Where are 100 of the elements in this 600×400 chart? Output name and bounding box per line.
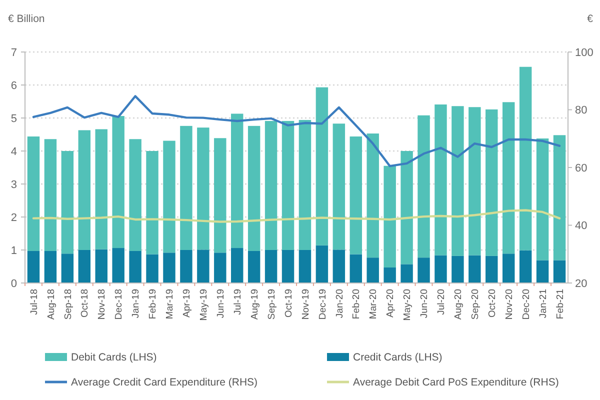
x-tick-label: Feb-19 [148, 289, 159, 320]
line-series [32, 95, 561, 168]
legend-label: Average Debit Card PoS Expenditure (RHS) [353, 376, 559, 389]
bar [214, 138, 226, 253]
bar [61, 254, 74, 283]
bar [400, 264, 413, 283]
bar [350, 254, 362, 283]
y-tick-label: 3 [10, 178, 17, 191]
bar [468, 107, 481, 256]
bar [129, 139, 142, 251]
y-tick-label: 1 [10, 244, 17, 257]
x-tick-label: May-20 [402, 289, 414, 321]
bar [434, 104, 447, 256]
x-tick-label: Mar-19 [164, 289, 176, 320]
bar [197, 250, 210, 283]
bar [197, 128, 210, 250]
x-tick-label: Mar-20 [368, 289, 380, 320]
bar [502, 102, 515, 254]
bar [112, 248, 124, 283]
y-tick-label: 7 [10, 46, 17, 59]
x-tick-label: Sep-18 [62, 289, 74, 320]
bar [231, 248, 244, 283]
bar [78, 250, 90, 283]
bar [519, 250, 532, 283]
bar [418, 258, 430, 283]
x-tick-label: Dec-18 [114, 289, 125, 320]
x-tick-label: Apr-20 [385, 289, 396, 318]
y2-tick-label: 80 [575, 104, 588, 117]
x-tick-label: Jan-21 [538, 289, 549, 318]
bar [163, 252, 176, 283]
y-tick-label: 0 [10, 278, 17, 290]
bar [366, 134, 379, 258]
bar [400, 151, 413, 264]
bar [486, 256, 498, 283]
y-axis-title: € Billion [8, 13, 45, 25]
bar [231, 114, 244, 248]
bar [282, 250, 294, 283]
x-tick-label: Jul-18 [28, 289, 40, 315]
y2-tick-label: 100 [575, 46, 594, 59]
bar [264, 250, 278, 283]
x-tick-label: Aug-20 [453, 289, 464, 320]
x-tick-label: Oct-18 [80, 289, 91, 318]
x-tick-label: Dec-19 [317, 289, 328, 320]
x-tick-label: Jun-19 [215, 289, 226, 318]
y-tick-label: 2 [10, 212, 17, 224]
bar [248, 126, 260, 251]
bar [112, 116, 124, 248]
x-tick-label: Jan-20 [334, 289, 346, 318]
bar [332, 124, 346, 250]
x-tick-label: Aug-18 [46, 289, 57, 320]
x-tick-label: Sep-19 [266, 289, 278, 320]
bar [146, 254, 158, 283]
bar [264, 120, 278, 250]
x-tick-label: Jul-19 [232, 289, 244, 315]
bar [384, 166, 396, 268]
bar [553, 260, 566, 283]
legend-label: Average Credit Card Expenditure (RHS) [71, 376, 258, 389]
x-tick-label: May-19 [198, 289, 210, 321]
x-tick-label: Sep-20 [470, 289, 481, 320]
bar [27, 250, 40, 283]
bar [452, 106, 464, 256]
x-tick-label: Jul-20 [436, 289, 448, 315]
x-tick-label: Nov-20 [504, 289, 515, 320]
x-tick-label: Feb-20 [351, 289, 362, 320]
y-tick-label: 6 [10, 80, 17, 92]
bar [214, 252, 226, 283]
y-tick-label: 5 [10, 112, 17, 125]
bar [180, 126, 192, 250]
bar [452, 256, 464, 283]
y2-tick-label: 40 [575, 220, 588, 232]
bar [298, 120, 312, 250]
x-tick-label: Nov-18 [96, 289, 108, 320]
x-tick-label: Feb-21 [554, 289, 566, 320]
legend-label: Debit Cards (LHS) [71, 352, 157, 364]
bar [553, 135, 566, 260]
bar [502, 254, 515, 283]
legend-label: Credit Cards (LHS) [353, 352, 442, 364]
bar [282, 120, 294, 250]
bar [78, 130, 90, 250]
bar [95, 249, 108, 283]
bar [316, 87, 328, 246]
bar [95, 129, 108, 250]
bar [316, 245, 328, 283]
x-tick-label: Nov-19 [300, 289, 312, 320]
bar [519, 66, 532, 250]
bar [129, 250, 142, 283]
bar [27, 136, 40, 251]
y2-tick-label: 60 [575, 162, 588, 174]
bar [248, 250, 260, 283]
bar [61, 151, 74, 254]
bar [350, 136, 362, 254]
bar [486, 109, 498, 256]
x-tick-label: Apr-19 [182, 289, 193, 318]
bar [418, 115, 430, 258]
bar [44, 250, 57, 283]
bar [384, 267, 396, 283]
x-tick-label: Oct-19 [283, 289, 294, 318]
bar [468, 255, 481, 283]
y-tick-label: 4 [10, 146, 17, 158]
bar [366, 258, 379, 283]
